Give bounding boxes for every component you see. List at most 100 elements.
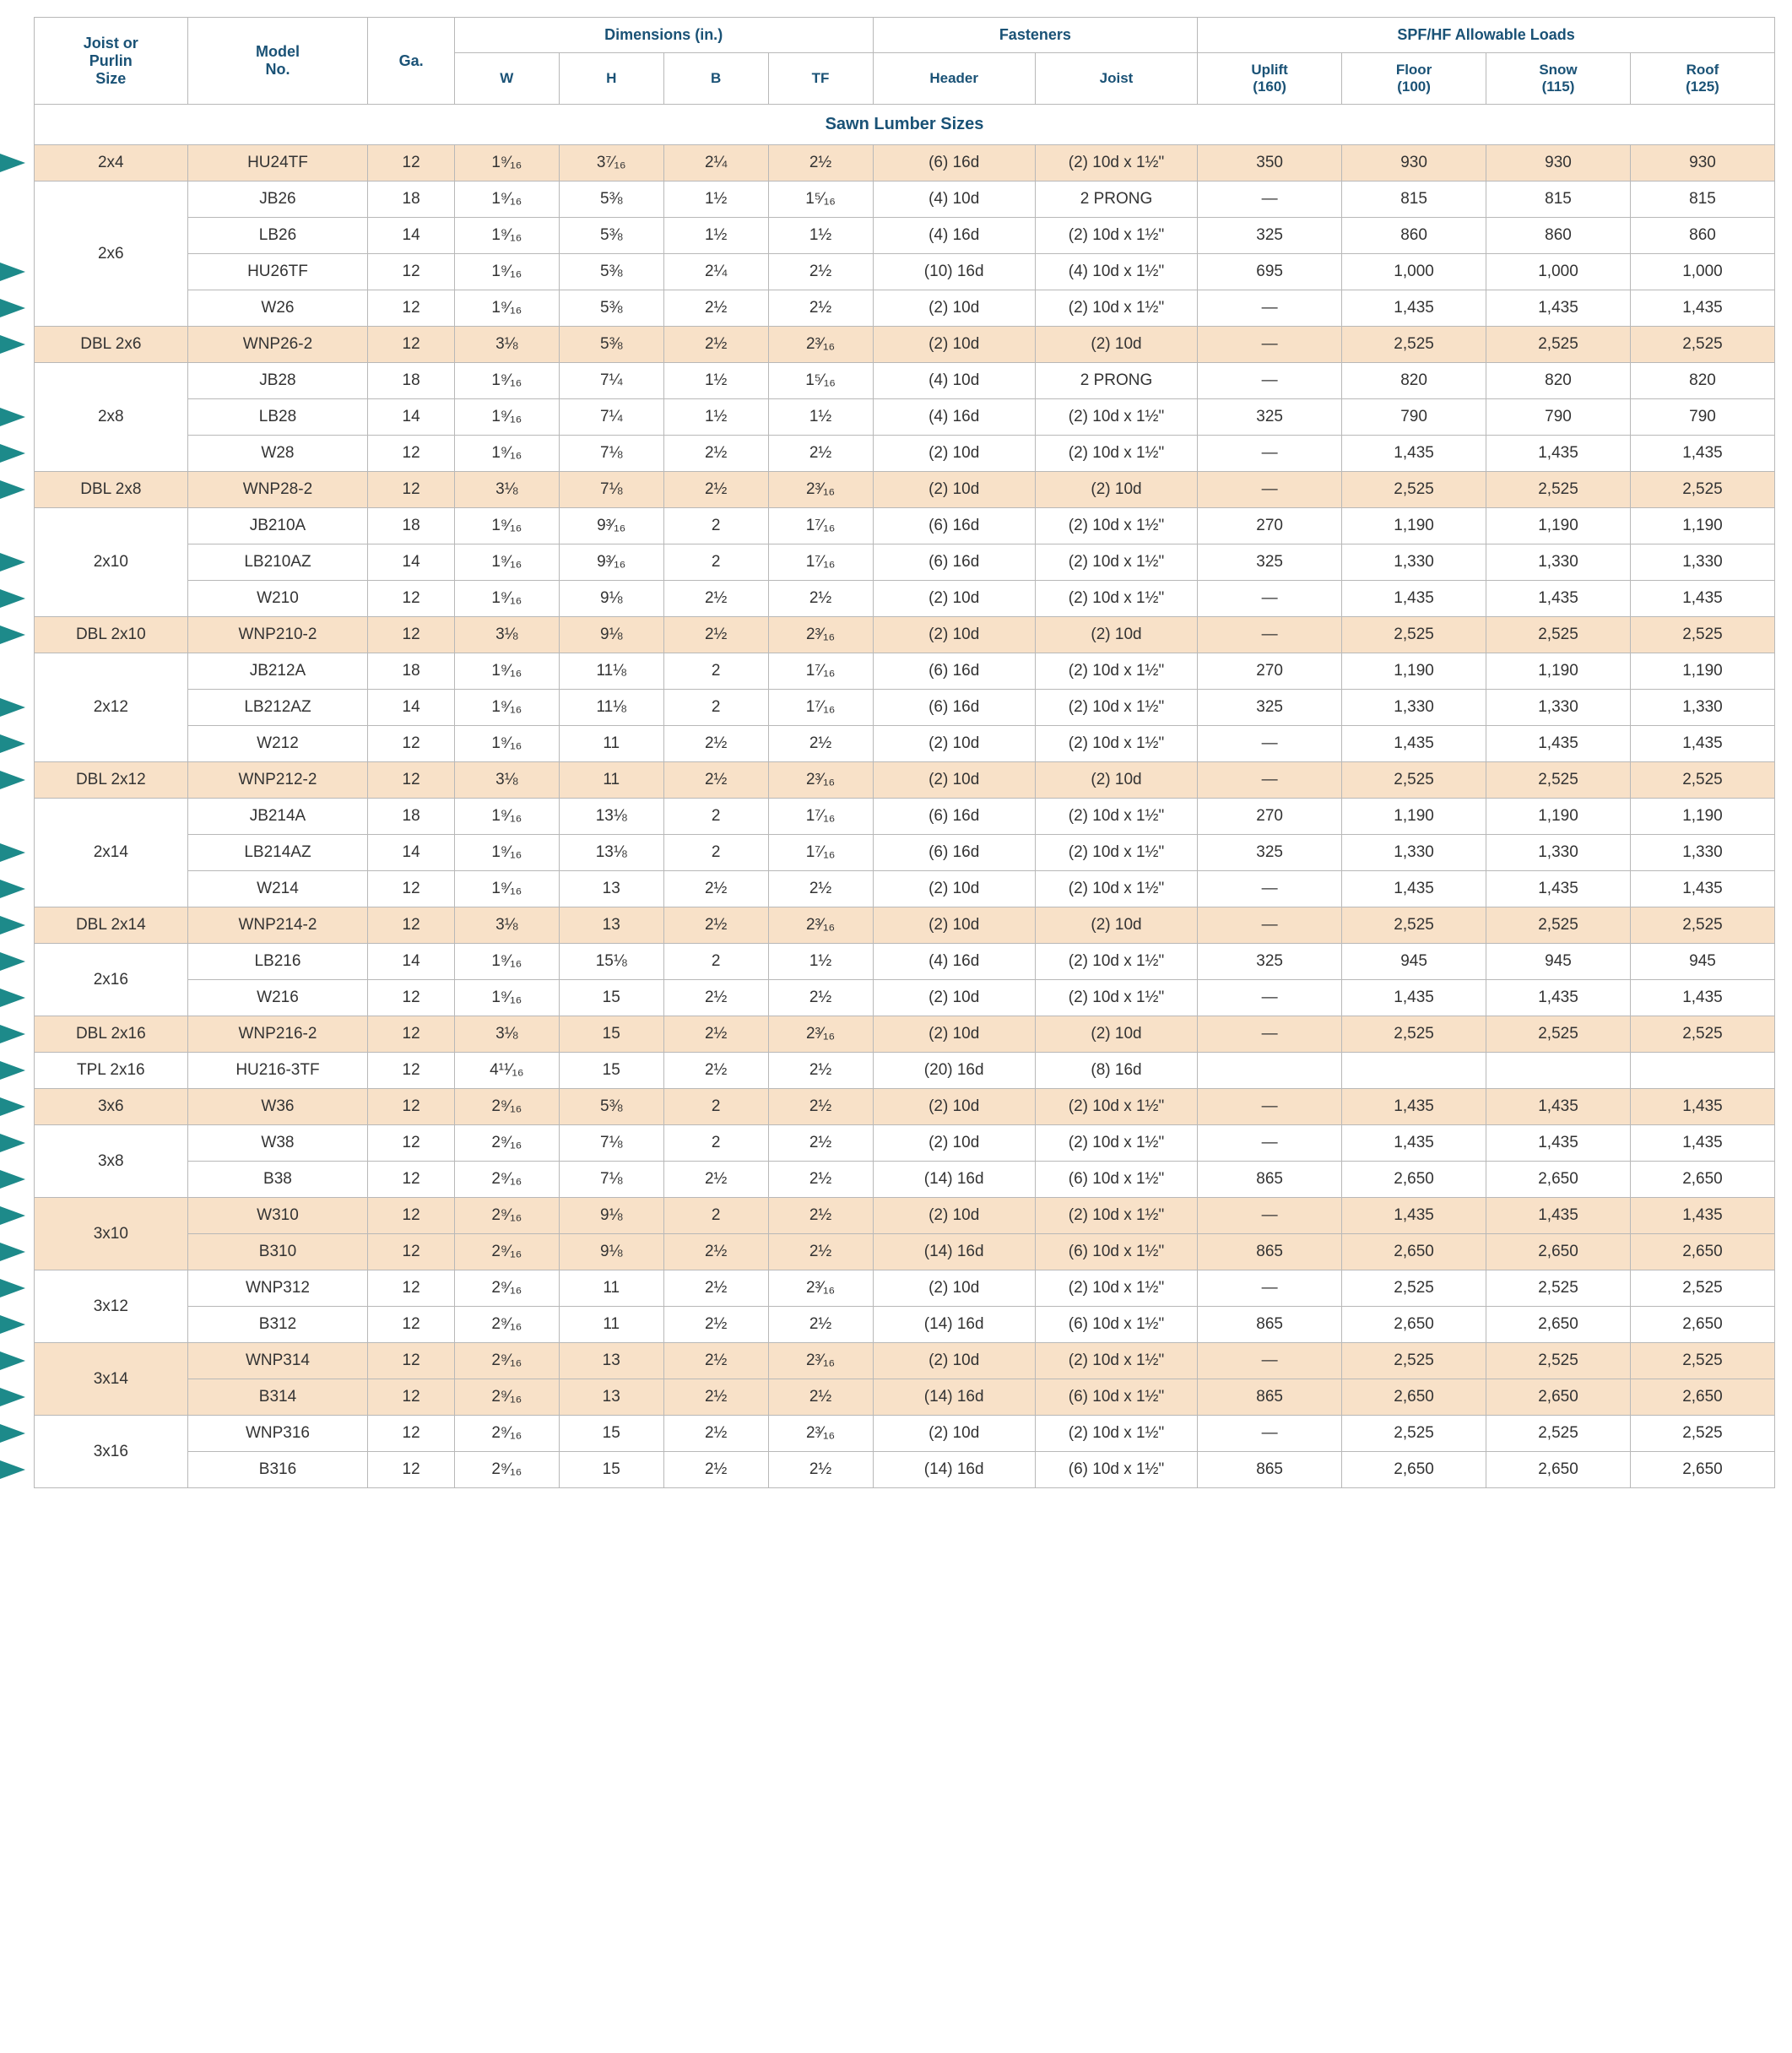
floor-cell: 2,525 bbox=[1342, 617, 1486, 653]
snow-cell: 790 bbox=[1486, 399, 1631, 436]
fastener-joist-cell: (4) 10d x 1½" bbox=[1035, 254, 1197, 290]
floor-cell: 1,435 bbox=[1342, 1125, 1486, 1162]
dim-w-cell: 1⁹⁄₁₆ bbox=[454, 944, 559, 980]
fastener-joist-cell: (2) 10d x 1½" bbox=[1035, 1198, 1197, 1234]
roof-cell: 1,000 bbox=[1630, 254, 1774, 290]
table-row: LB214AZ141⁹⁄₁₆13⅛21⁷⁄₁₆(6) 16d(2) 10d x … bbox=[35, 835, 1775, 871]
fastener-header-cell: (2) 10d bbox=[873, 472, 1035, 508]
size-cell: 3x12 bbox=[35, 1270, 188, 1343]
dim-b-cell: 2 bbox=[663, 1125, 768, 1162]
header-floor: Floor(100) bbox=[1342, 53, 1486, 105]
row-arrow-icon bbox=[0, 1025, 25, 1043]
dim-h-cell: 15 bbox=[559, 1416, 663, 1452]
row-arrow-icon bbox=[0, 444, 25, 463]
size-cell: DBL 2x14 bbox=[35, 907, 188, 944]
dim-w-cell: 1⁹⁄₁₆ bbox=[454, 871, 559, 907]
fastener-header-cell: (6) 16d bbox=[873, 835, 1035, 871]
table-row: 3x6W36122⁹⁄₁₆5⅜22½(2) 10d(2) 10d x 1½"—1… bbox=[35, 1089, 1775, 1125]
model-cell: WNP212-2 bbox=[187, 762, 368, 799]
fastener-joist-cell: (2) 10d x 1½" bbox=[1035, 1089, 1197, 1125]
table-row: 2x16LB216141⁹⁄₁₆15⅛21½(4) 16d(2) 10d x 1… bbox=[35, 944, 1775, 980]
size-cell: 3x6 bbox=[35, 1089, 188, 1125]
dim-w-cell: 2⁹⁄₁₆ bbox=[454, 1089, 559, 1125]
dim-h-cell: 15 bbox=[559, 1016, 663, 1053]
dim-b-cell: 2½ bbox=[663, 472, 768, 508]
roof-cell: 1,330 bbox=[1630, 835, 1774, 871]
floor-cell: 2,650 bbox=[1342, 1307, 1486, 1343]
size-cell: DBL 2x16 bbox=[35, 1016, 188, 1053]
dim-tf-cell: 2½ bbox=[768, 726, 873, 762]
floor-cell: 815 bbox=[1342, 181, 1486, 218]
fastener-joist-cell: (2) 10d x 1½" bbox=[1035, 653, 1197, 690]
dim-tf-cell: 1½ bbox=[768, 399, 873, 436]
roof-cell: 1,435 bbox=[1630, 1125, 1774, 1162]
dim-b-cell: 1½ bbox=[663, 181, 768, 218]
model-cell: WNP28-2 bbox=[187, 472, 368, 508]
snow-cell: 2,650 bbox=[1486, 1452, 1631, 1488]
fastener-header-cell: (4) 10d bbox=[873, 363, 1035, 399]
uplift-cell: — bbox=[1198, 181, 1342, 218]
gauge-cell: 12 bbox=[368, 726, 455, 762]
dim-tf-cell: 2½ bbox=[768, 1307, 873, 1343]
gauge-cell: 18 bbox=[368, 363, 455, 399]
fastener-joist-cell: (2) 10d x 1½" bbox=[1035, 508, 1197, 544]
size-cell: 3x10 bbox=[35, 1198, 188, 1270]
gauge-cell: 12 bbox=[368, 1016, 455, 1053]
model-cell: LB26 bbox=[187, 218, 368, 254]
dim-b-cell: 2 bbox=[663, 508, 768, 544]
dim-tf-cell: 1⁵⁄₁₆ bbox=[768, 181, 873, 218]
dim-h-cell: 5⅜ bbox=[559, 1089, 663, 1125]
row-arrow-icon bbox=[0, 952, 25, 971]
model-cell: W210 bbox=[187, 581, 368, 617]
floor-cell: 1,330 bbox=[1342, 544, 1486, 581]
row-arrow-icon bbox=[0, 154, 25, 172]
model-cell: HU26TF bbox=[187, 254, 368, 290]
fastener-joist-cell: (2) 10d x 1½" bbox=[1035, 980, 1197, 1016]
roof-cell: 2,525 bbox=[1630, 762, 1774, 799]
dim-h-cell: 5⅜ bbox=[559, 254, 663, 290]
table-row: W214121⁹⁄₁₆132½2½(2) 10d(2) 10d x 1½"—1,… bbox=[35, 871, 1775, 907]
dim-tf-cell: 2³⁄₁₆ bbox=[768, 472, 873, 508]
header-uplift: Uplift(160) bbox=[1198, 53, 1342, 105]
row-arrow-icon bbox=[0, 1170, 25, 1189]
dim-w-cell: 1⁹⁄₁₆ bbox=[454, 436, 559, 472]
table-row: W28121⁹⁄₁₆7⅛2½2½(2) 10d(2) 10d x 1½"—1,4… bbox=[35, 436, 1775, 472]
size-cell: 2x6 bbox=[35, 181, 188, 327]
model-cell: LB214AZ bbox=[187, 835, 368, 871]
dim-h-cell: 13 bbox=[559, 907, 663, 944]
roof-cell bbox=[1630, 1053, 1774, 1089]
dim-tf-cell: 2½ bbox=[768, 1089, 873, 1125]
dim-tf-cell: 1⁷⁄₁₆ bbox=[768, 653, 873, 690]
row-arrow-icon bbox=[0, 263, 25, 281]
dim-b-cell: 2½ bbox=[663, 290, 768, 327]
gauge-cell: 12 bbox=[368, 254, 455, 290]
dim-tf-cell: 1⁷⁄₁₆ bbox=[768, 799, 873, 835]
table-row: LB210AZ141⁹⁄₁₆9³⁄₁₆21⁷⁄₁₆(6) 16d(2) 10d … bbox=[35, 544, 1775, 581]
snow-cell: 2,525 bbox=[1486, 1416, 1631, 1452]
roof-cell: 1,330 bbox=[1630, 544, 1774, 581]
table-row: B38122⁹⁄₁₆7⅛2½2½(14) 16d(6) 10d x 1½"865… bbox=[35, 1162, 1775, 1198]
roof-cell: 815 bbox=[1630, 181, 1774, 218]
table-row: DBL 2x12WNP212-2123⅛112½2³⁄₁₆(2) 10d(2) … bbox=[35, 762, 1775, 799]
model-cell: W36 bbox=[187, 1089, 368, 1125]
snow-cell: 2,650 bbox=[1486, 1234, 1631, 1270]
fastener-joist-cell: (2) 10d x 1½" bbox=[1035, 218, 1197, 254]
dim-b-cell: 1½ bbox=[663, 399, 768, 436]
row-arrow-icon bbox=[0, 299, 25, 317]
model-cell: JB214A bbox=[187, 799, 368, 835]
roof-cell: 2,525 bbox=[1630, 1343, 1774, 1379]
table-row: B312122⁹⁄₁₆112½2½(14) 16d(6) 10d x 1½"86… bbox=[35, 1307, 1775, 1343]
fastener-header-cell: (2) 10d bbox=[873, 617, 1035, 653]
table-row: DBL 2x14WNP214-2123⅛132½2³⁄₁₆(2) 10d(2) … bbox=[35, 907, 1775, 944]
dim-w-cell: 2⁹⁄₁₆ bbox=[454, 1307, 559, 1343]
dim-w-cell: 2⁹⁄₁₆ bbox=[454, 1234, 559, 1270]
header-fasteners: Fasteners bbox=[873, 18, 1198, 53]
snow-cell: 945 bbox=[1486, 944, 1631, 980]
dim-tf-cell: 2³⁄₁₆ bbox=[768, 1016, 873, 1053]
dim-w-cell: 2⁹⁄₁₆ bbox=[454, 1452, 559, 1488]
gauge-cell: 12 bbox=[368, 145, 455, 181]
floor-cell: 1,435 bbox=[1342, 290, 1486, 327]
floor-cell: 2,525 bbox=[1342, 472, 1486, 508]
fastener-header-cell: (14) 16d bbox=[873, 1452, 1035, 1488]
gauge-cell: 18 bbox=[368, 508, 455, 544]
